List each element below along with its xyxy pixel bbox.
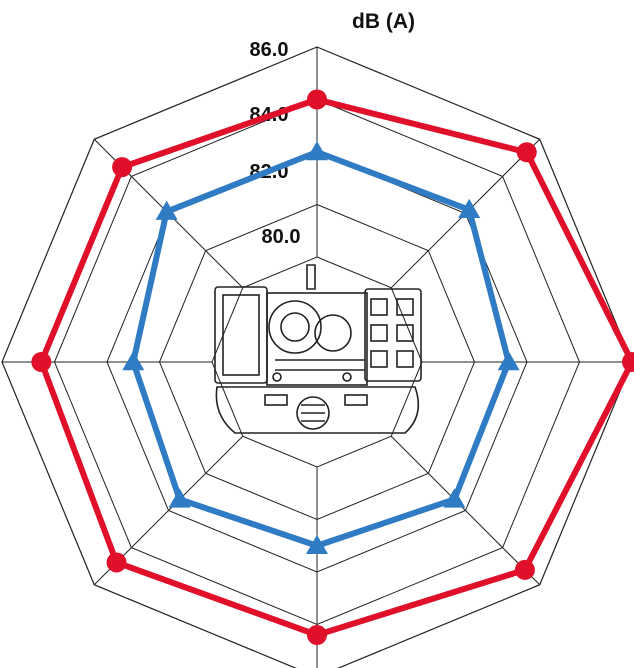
series-0-point-2 — [622, 352, 634, 372]
series-1-point-1 — [458, 198, 481, 219]
tick-label-80: 80.0 — [262, 226, 301, 248]
series-1-point-0 — [306, 141, 328, 161]
series-0-point-5 — [106, 552, 127, 573]
series-0-point-3 — [514, 559, 535, 580]
tick-label-86: 86.0 — [250, 39, 289, 61]
engine-generator-illustration — [214, 264, 422, 434]
series-0-point-0 — [307, 89, 327, 110]
unit-label: dB (A) — [352, 10, 415, 33]
radar-grid — [1, 46, 633, 668]
radar-series — [31, 89, 634, 645]
radial-tick-labels: 80.0 82.0 84.0 86.0 — [250, 39, 301, 248]
series-1-point-5 — [168, 488, 191, 508]
series-1-point-6 — [122, 351, 145, 371]
series-0-point-6 — [31, 352, 52, 372]
series-1-point-7 — [155, 200, 178, 220]
series-0-point-1 — [516, 142, 537, 163]
grid-spoke — [390, 435, 541, 586]
series-0-point-4 — [307, 625, 327, 645]
series-1-point-4 — [306, 534, 328, 554]
grid-ring-86 — [1, 46, 633, 668]
series-1-line — [130, 149, 512, 549]
series-1-point-3 — [443, 488, 466, 508]
series-1-point-2 — [497, 351, 520, 371]
series-0-point-7 — [112, 157, 133, 178]
